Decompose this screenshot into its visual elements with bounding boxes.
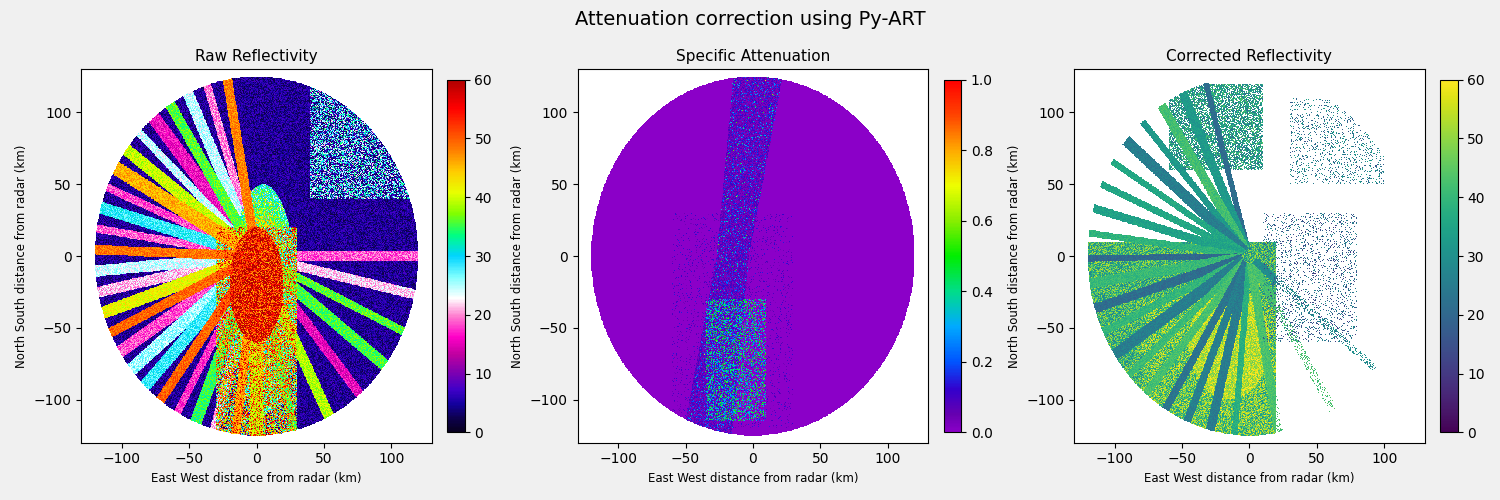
Y-axis label: North South distance from radar (km): North South distance from radar (km) xyxy=(512,144,525,368)
Title: Specific Attenuation: Specific Attenuation xyxy=(676,49,830,64)
Title: Corrected Reflectivity: Corrected Reflectivity xyxy=(1167,49,1332,64)
Title: Raw Reflectivity: Raw Reflectivity xyxy=(195,49,318,64)
X-axis label: East West distance from radar (km): East West distance from radar (km) xyxy=(152,472,362,485)
Text: Attenuation correction using Py-ART: Attenuation correction using Py-ART xyxy=(574,10,926,29)
X-axis label: East West distance from radar (km): East West distance from radar (km) xyxy=(648,472,858,485)
Y-axis label: North South distance from radar (km): North South distance from radar (km) xyxy=(15,144,28,368)
X-axis label: East West distance from radar (km): East West distance from radar (km) xyxy=(1144,472,1354,485)
Y-axis label: North South distance from radar (km): North South distance from radar (km) xyxy=(1008,144,1022,368)
